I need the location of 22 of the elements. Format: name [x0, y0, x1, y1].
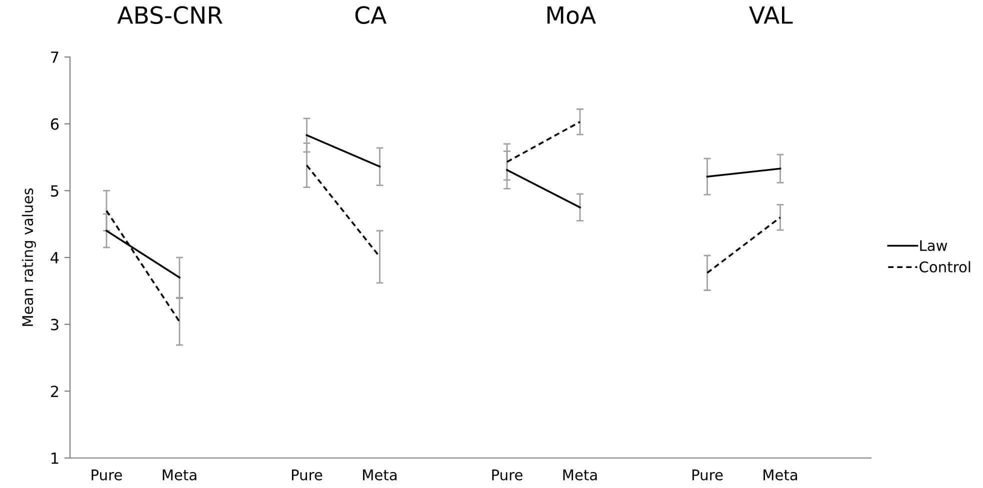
chart-title: CA: [355, 6, 386, 24]
x-tick-label: Meta: [764, 470, 798, 480]
y-tick-label: 3: [51, 318, 58, 330]
y-tick-label: 7: [51, 52, 58, 63]
chart-title: MoA: [547, 6, 596, 24]
legend-label: Control: [920, 261, 970, 272]
y-axis-title: Mean rating values: [22, 188, 36, 326]
x-tick-label: Pure: [492, 470, 522, 480]
x-tick-label: Meta: [363, 470, 397, 480]
y-tick-label: 4: [50, 252, 59, 264]
x-tick-label: Pure: [692, 470, 723, 480]
x-tick-label: Pure: [92, 470, 122, 480]
chart-title: VAL: [749, 6, 793, 24]
x-tick-label: Meta: [563, 470, 597, 480]
chart-title: ABS-CNR: [117, 6, 222, 24]
legend-label: Law: [920, 240, 948, 252]
x-tick-label: Pure: [292, 470, 322, 480]
x-tick-label: Meta: [162, 470, 196, 480]
y-tick-label: 2: [50, 386, 58, 397]
y-tick-label: 1: [52, 452, 58, 464]
y-tick-label: 6: [50, 118, 59, 130]
y-tick-label: 5: [51, 185, 58, 197]
